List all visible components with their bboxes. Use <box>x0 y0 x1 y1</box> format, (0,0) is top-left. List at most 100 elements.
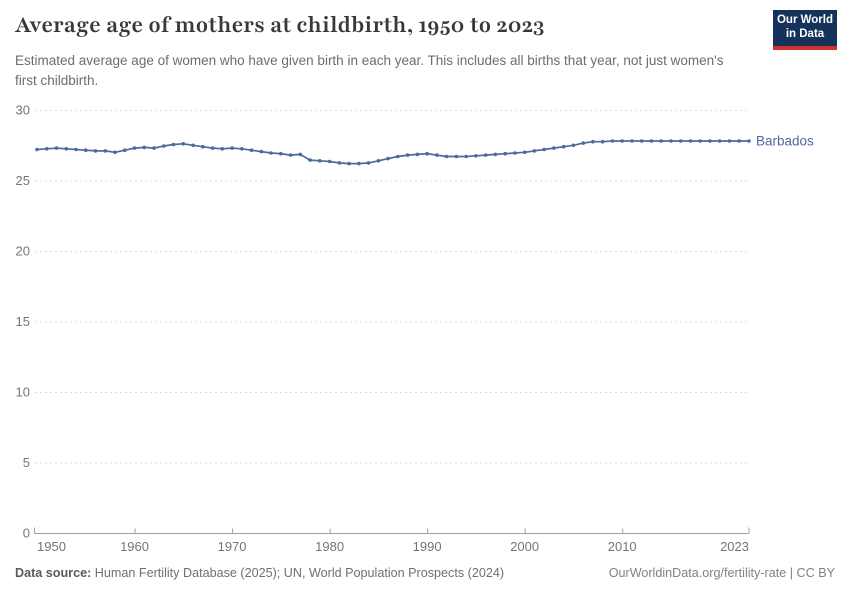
data-point[interactable] <box>123 148 127 152</box>
data-point[interactable] <box>522 150 527 155</box>
x-tick-label: 1970 <box>218 539 247 554</box>
y-tick-label: 15 <box>16 314 30 329</box>
data-point[interactable] <box>591 139 595 144</box>
data-point[interactable] <box>259 149 264 154</box>
data-point[interactable] <box>318 159 322 163</box>
data-point[interactable] <box>639 139 644 143</box>
data-point[interactable] <box>171 142 176 147</box>
x-tick-label: 1990 <box>413 539 442 554</box>
data-point[interactable] <box>620 139 624 143</box>
data-point[interactable] <box>435 153 439 157</box>
data-point[interactable] <box>542 147 546 152</box>
data-point[interactable] <box>698 139 702 143</box>
data-point[interactable] <box>444 154 449 159</box>
data-point[interactable] <box>425 151 429 156</box>
data-point[interactable] <box>230 146 234 150</box>
data-point[interactable] <box>93 149 98 153</box>
data-point[interactable] <box>152 146 156 150</box>
y-tick-label: 5 <box>23 455 30 470</box>
data-source: Data source: Human Fertility Database (2… <box>15 566 504 580</box>
data-point[interactable] <box>220 147 225 151</box>
data-point[interactable] <box>337 161 342 165</box>
data-point[interactable] <box>396 154 400 159</box>
gridlines <box>35 110 748 464</box>
x-tick-label: 2010 <box>608 539 637 554</box>
data-point[interactable] <box>35 147 39 152</box>
y-tick-label: 0 <box>23 526 30 541</box>
data-point[interactable] <box>503 151 508 156</box>
data-point[interactable] <box>288 153 293 157</box>
data-point[interactable] <box>717 139 722 143</box>
data-point[interactable] <box>669 139 673 143</box>
data-point[interactable] <box>561 144 566 149</box>
credit-link[interactable]: OurWorldinData.org/fertility-rate | CC B… <box>608 566 835 580</box>
data-point[interactable] <box>581 141 585 145</box>
data-point[interactable] <box>532 149 537 153</box>
data-point[interactable] <box>84 148 88 152</box>
data-point[interactable] <box>474 154 478 158</box>
data-point[interactable] <box>454 154 459 159</box>
owid-logo-line1: Our World <box>776 14 833 27</box>
data-point[interactable] <box>210 146 215 150</box>
data-point[interactable] <box>513 151 517 155</box>
x-tick-label: 1980 <box>315 539 344 554</box>
data-point[interactable] <box>376 159 381 163</box>
data-point[interactable] <box>552 146 556 150</box>
data-point[interactable] <box>600 139 605 144</box>
owid-logo[interactable]: Our World in Data <box>773 10 837 50</box>
data-point[interactable] <box>708 139 712 143</box>
x-axis: 1950 1960 1970 1980 1990 2000 2010 2023 <box>34 527 750 554</box>
data-point[interactable] <box>493 152 498 157</box>
owid-logo-line2: in Data <box>785 28 825 40</box>
data-point[interactable] <box>347 161 351 166</box>
series-line <box>36 140 750 165</box>
data-point[interactable] <box>162 144 166 148</box>
x-tick-label: 1950 <box>37 539 66 554</box>
data-point[interactable] <box>688 139 693 143</box>
data-point[interactable] <box>191 143 195 148</box>
data-point[interactable] <box>405 153 410 157</box>
data-point[interactable] <box>659 139 663 143</box>
data-point[interactable] <box>298 152 303 157</box>
y-axis-labels: 0 5 10 15 20 25 30 <box>16 103 30 541</box>
data-point[interactable] <box>142 145 147 150</box>
data-point[interactable] <box>386 156 390 161</box>
data-point[interactable] <box>54 146 59 150</box>
data-point[interactable] <box>249 148 254 152</box>
data-point[interactable] <box>464 154 469 159</box>
data-point[interactable] <box>74 147 78 152</box>
data-point[interactable] <box>747 139 751 143</box>
series-barbados[interactable]: Barbados <box>35 134 814 166</box>
data-point[interactable] <box>201 144 205 149</box>
data-point[interactable] <box>357 161 361 166</box>
data-point[interactable] <box>279 151 283 156</box>
data-point[interactable] <box>727 139 732 143</box>
data-point[interactable] <box>366 161 371 165</box>
y-tick-label: 10 <box>16 385 30 400</box>
data-point[interactable] <box>45 147 49 151</box>
data-point[interactable] <box>103 149 108 153</box>
data-point[interactable] <box>737 139 741 143</box>
data-point[interactable] <box>483 153 488 157</box>
data-point[interactable] <box>571 143 576 148</box>
data-point[interactable] <box>269 151 273 155</box>
data-point[interactable] <box>308 158 312 162</box>
data-point[interactable] <box>610 139 615 143</box>
y-tick-label: 30 <box>16 103 30 118</box>
x-tick-label: 2000 <box>510 539 539 554</box>
page-title: Average age of mothers at childbirth, 19… <box>15 10 545 40</box>
data-point[interactable] <box>327 159 332 164</box>
data-point[interactable] <box>678 139 683 143</box>
chart-footer: Data source: Human Fertility Database (2… <box>0 566 850 580</box>
data-point[interactable] <box>415 152 420 157</box>
data-point[interactable] <box>113 150 117 155</box>
data-point[interactable] <box>64 147 69 151</box>
data-point[interactable] <box>132 146 137 150</box>
data-point[interactable] <box>630 139 634 143</box>
series-label-barbados[interactable]: Barbados <box>756 134 814 149</box>
data-point[interactable] <box>240 147 244 151</box>
data-point[interactable] <box>181 142 186 146</box>
data-point[interactable] <box>649 139 654 143</box>
